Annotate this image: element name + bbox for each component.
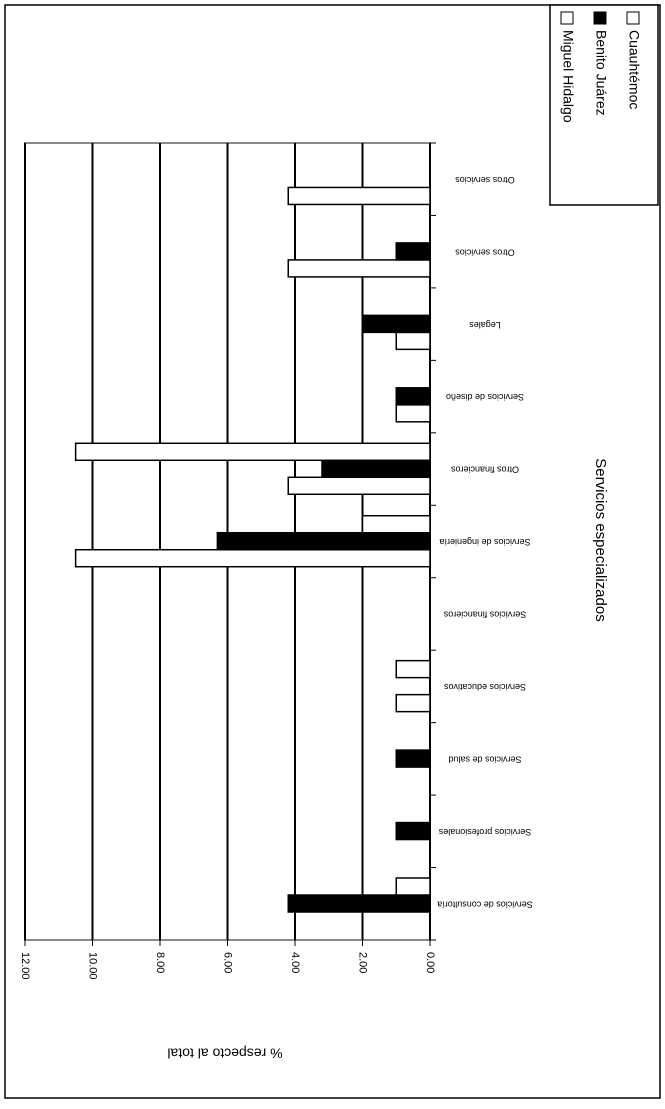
y-tick-label: Servicios educativos: [443, 682, 526, 692]
legend-label: Cuauhtémoc: [626, 30, 642, 109]
y-tick-label: Servicios profesionales: [438, 827, 531, 837]
bar: [395, 821, 431, 841]
legend-swatch: [593, 11, 607, 25]
y-tick-label: Servicios de salud: [448, 754, 521, 764]
bar: [216, 531, 431, 551]
y-tick-label: Servicios de consultoría: [437, 899, 533, 909]
bar: [395, 877, 431, 896]
x-tick-label: 12.00: [19, 952, 31, 980]
bar: [395, 693, 431, 713]
x-tick-label: 0.00: [424, 952, 436, 973]
bar: [361, 314, 431, 334]
bar: [287, 259, 431, 278]
x-tick-label: 2.00: [357, 952, 369, 973]
bar: [395, 749, 431, 768]
x-tick-label: 10.00: [87, 952, 99, 980]
legend-label: Benito Juárez: [593, 30, 609, 116]
bar: [395, 331, 431, 351]
bar: [287, 186, 431, 206]
y-tick-label: Otros servicios: [455, 175, 515, 185]
y-tick-label: Otros servicios: [455, 247, 515, 257]
bar: [287, 894, 431, 913]
bar: [395, 404, 431, 423]
y-tick-label: Servicios de ingeniería: [439, 537, 530, 547]
legend-swatch: [626, 11, 640, 25]
y-axis-title: Servicios especializados: [592, 458, 609, 621]
bar: [321, 459, 431, 479]
y-tick-label: Servicios financieros: [443, 610, 526, 620]
legend: [549, 4, 659, 206]
x-tick-label: 6.00: [222, 952, 234, 973]
bar: [74, 442, 431, 462]
legend-swatch: [560, 11, 574, 25]
bar: [395, 659, 431, 679]
x-axis-title: % respecto al total: [167, 1045, 282, 1061]
x-tick-label: 8.00: [154, 952, 166, 973]
legend-label: Miguel Hidalgo: [560, 30, 576, 123]
bar: [361, 514, 431, 534]
y-tick-label: Servicios de diseño: [446, 392, 524, 402]
bar: [395, 242, 431, 261]
bar: [287, 476, 431, 496]
bar: [395, 387, 431, 406]
y-tick-label: Otros financieros: [450, 465, 519, 475]
y-tick-label: Legales: [469, 320, 501, 330]
x-tick-label: 4.00: [289, 952, 301, 973]
bar: [74, 548, 431, 568]
